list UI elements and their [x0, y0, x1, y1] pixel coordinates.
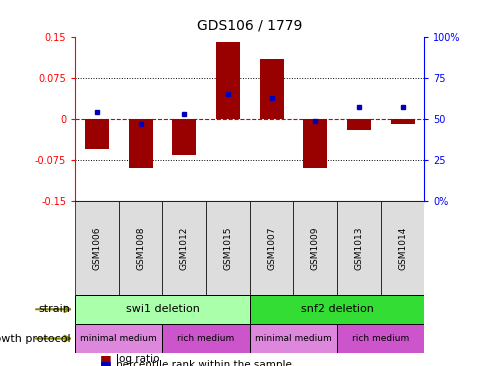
Bar: [75, 201, 119, 295]
Text: GSM1014: GSM1014: [397, 226, 406, 270]
Bar: [346, 119, 370, 130]
Bar: [162, 324, 249, 353]
Bar: [390, 119, 414, 124]
Bar: [249, 295, 424, 324]
Text: GSM1007: GSM1007: [267, 226, 275, 270]
Bar: [302, 119, 327, 168]
Bar: [75, 324, 162, 353]
Bar: [249, 201, 293, 295]
Text: minimal medium: minimal medium: [255, 334, 331, 343]
Text: log ratio: log ratio: [116, 354, 160, 365]
Text: strain: strain: [38, 304, 70, 314]
Text: ■: ■: [99, 353, 111, 366]
Bar: [249, 324, 336, 353]
Text: growth protocol: growth protocol: [0, 333, 70, 344]
Bar: [85, 119, 109, 149]
Text: GSM1012: GSM1012: [180, 226, 188, 270]
Text: GSM1008: GSM1008: [136, 226, 145, 270]
Text: swi1 deletion: swi1 deletion: [125, 304, 199, 314]
Bar: [206, 201, 249, 295]
Bar: [128, 119, 152, 168]
Text: ■: ■: [99, 359, 111, 366]
Text: GSM1013: GSM1013: [354, 226, 363, 270]
Bar: [259, 59, 283, 119]
Bar: [293, 201, 336, 295]
Bar: [336, 324, 424, 353]
Text: snf2 deletion: snf2 deletion: [300, 304, 373, 314]
Title: GDS106 / 1779: GDS106 / 1779: [197, 19, 302, 33]
Bar: [336, 201, 380, 295]
Bar: [215, 42, 240, 119]
Text: rich medium: rich medium: [177, 334, 234, 343]
Text: percentile rank within the sample: percentile rank within the sample: [116, 360, 292, 366]
Text: GSM1009: GSM1009: [310, 226, 319, 270]
Bar: [172, 119, 196, 154]
Text: GSM1015: GSM1015: [223, 226, 232, 270]
Bar: [162, 201, 206, 295]
Bar: [119, 201, 162, 295]
Bar: [75, 295, 249, 324]
Text: GSM1006: GSM1006: [92, 226, 101, 270]
Text: rich medium: rich medium: [351, 334, 408, 343]
Bar: [380, 201, 424, 295]
Text: minimal medium: minimal medium: [80, 334, 157, 343]
